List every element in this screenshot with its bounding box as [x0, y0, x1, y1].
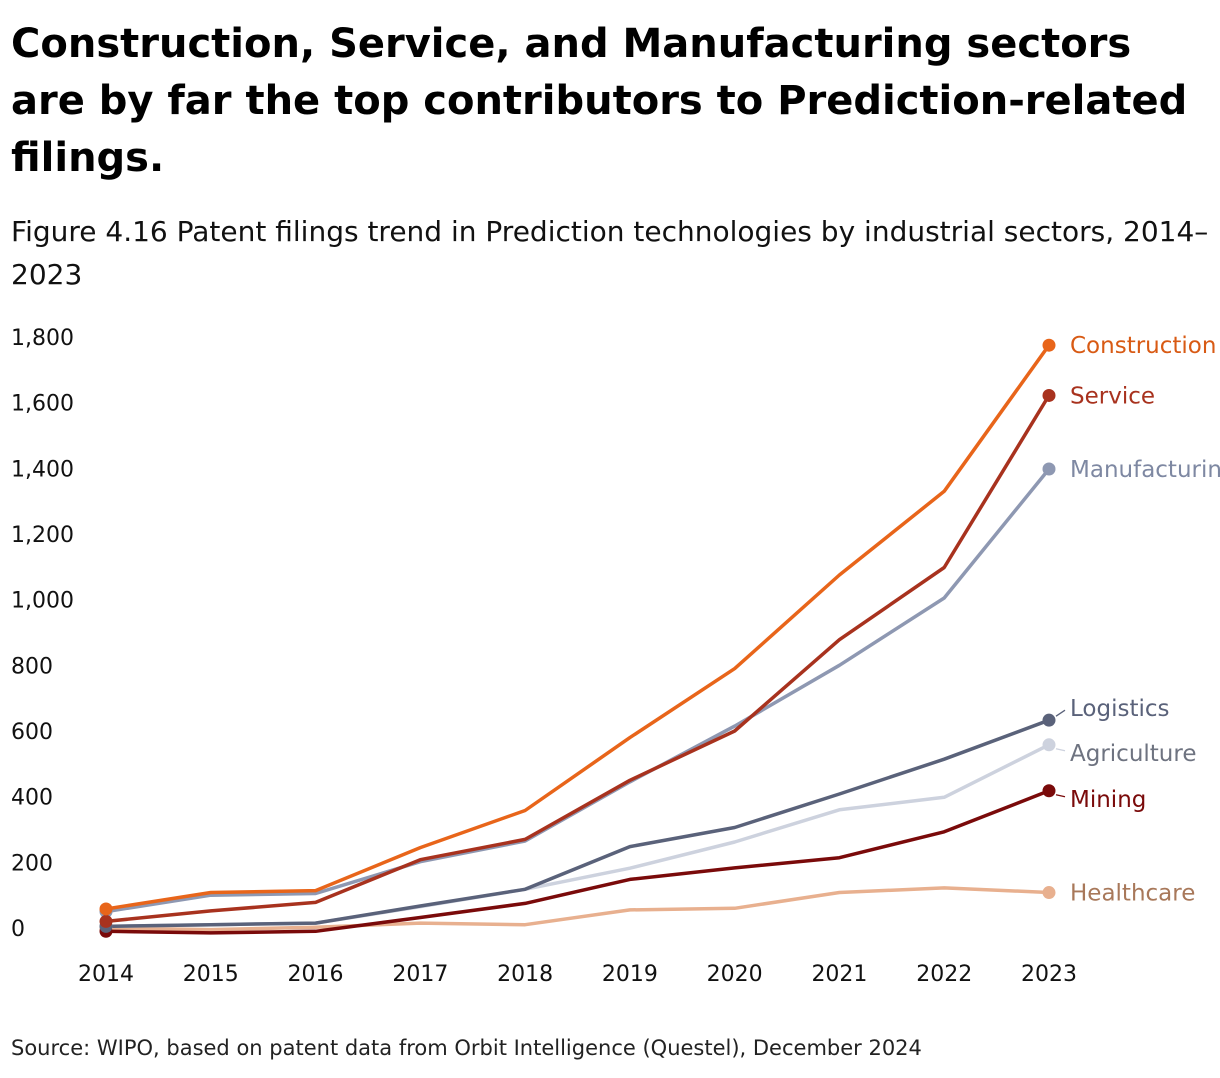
series-label-healthcare: Healthcare	[1070, 881, 1195, 907]
label-leader-agriculture	[1055, 748, 1066, 752]
x-tick-label: 2015	[183, 962, 239, 987]
y-tick-label: 1,200	[11, 523, 74, 548]
series-line-construction	[104, 343, 1051, 911]
end-point-construction	[1042, 338, 1056, 352]
start-point-construction	[99, 902, 113, 916]
series-line-healthcare	[104, 886, 1051, 932]
series-end-labels: Healthcare Agriculture Mining Logistics Manu…	[1055, 333, 1220, 907]
y-tick-label: 400	[11, 786, 53, 811]
series-label-logistics: Logistics	[1070, 696, 1170, 722]
x-tick-label: 2023	[1021, 962, 1077, 987]
y-tick-label: 200	[11, 851, 53, 876]
series-line-logistics	[104, 718, 1051, 929]
end-point-service	[1042, 388, 1056, 402]
x-tick-label: 2019	[602, 962, 658, 987]
series-end-markers	[99, 338, 1056, 938]
x-tick-label: 2016	[288, 962, 344, 987]
series-label-service: Service	[1070, 383, 1155, 409]
y-tick-label: 800	[11, 654, 53, 679]
series-label-manufacturing: Manufacturing	[1070, 457, 1220, 483]
y-axis: 0 200 400 600 800 1,000 1,200 1,400 1,600 1,800	[11, 326, 74, 942]
y-tick-label: 1,800	[11, 326, 74, 351]
label-leader-logistics	[1055, 709, 1066, 717]
label-leader-mining	[1055, 794, 1066, 798]
x-tick-label: 2014	[78, 962, 134, 987]
end-point-logistics	[1042, 713, 1056, 727]
series-label-construction: Construction	[1070, 333, 1216, 359]
x-tick-label: 2017	[392, 962, 448, 987]
y-tick-label: 1,400	[11, 457, 74, 482]
start-point-service	[99, 914, 113, 928]
x-tick-label: 2018	[497, 962, 553, 987]
end-point-agriculture	[1042, 738, 1056, 752]
end-point-healthcare	[1042, 886, 1056, 900]
series-line-manufacturing	[104, 467, 1051, 914]
end-point-manufacturing	[1042, 462, 1056, 476]
x-tick-label: 2022	[916, 962, 972, 987]
series-label-agriculture: Agriculture	[1070, 741, 1197, 767]
series-label-mining: Mining	[1070, 787, 1146, 813]
y-tick-label: 0	[11, 917, 25, 942]
chart-headline: Construction, Service, and Manufacturing…	[11, 21, 1188, 181]
chart-title: Figure 4.16 Patent filings trend in Pred…	[11, 215, 1209, 291]
series-lines	[104, 343, 1051, 935]
source-note: Source: WIPO, based on patent data from …	[11, 1036, 922, 1060]
end-point-mining	[1042, 784, 1056, 798]
x-tick-label: 2021	[811, 962, 867, 987]
x-tick-label: 2020	[707, 962, 763, 987]
series-line-mining	[104, 789, 1051, 935]
x-axis: 2014 2015 2016 2017 2018 2019 2020 2021 2022 2023	[78, 962, 1077, 987]
y-tick-label: 1,000	[11, 589, 74, 614]
y-tick-label: 1,600	[11, 392, 74, 417]
series-line-service	[104, 393, 1051, 924]
y-tick-label: 600	[11, 720, 53, 745]
